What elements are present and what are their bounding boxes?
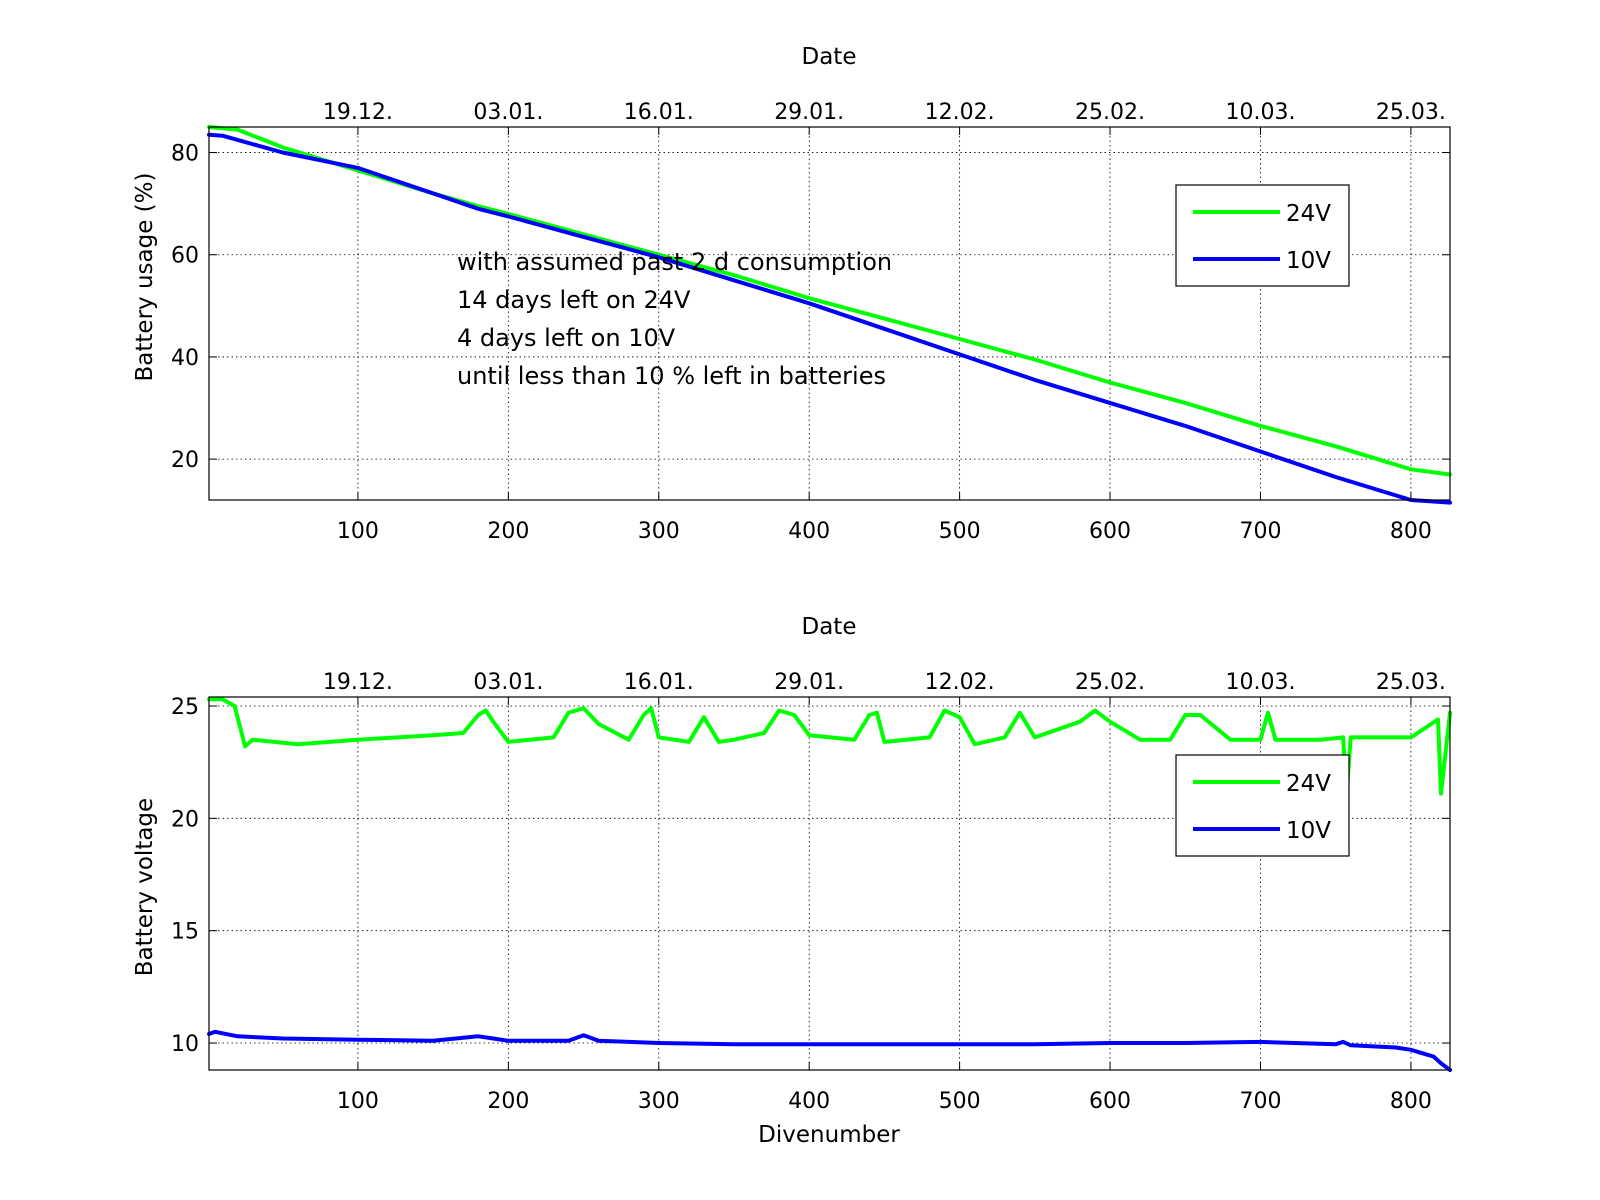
voltage-legend-label-10v: 10V <box>1286 818 1331 844</box>
usage-tick-labels: 100 19.12. 200 03.01. 300 16.01. 400 29.01. 500 1… <box>171 100 1446 544</box>
voltage-y-axis-title: Battery voltage <box>132 798 158 976</box>
usage-annotation: with assumed past 2 d consumption 14 day… <box>457 248 892 390</box>
annotation-line-2: 14 days left on 24V <box>457 286 691 314</box>
voltage-x-tick-label: 100 <box>337 1089 379 1114</box>
voltage-ticks <box>209 697 1450 1070</box>
usage-x-tick-label: 500 <box>939 519 981 544</box>
voltage-top-axis-title: Date <box>802 614 857 640</box>
usage-x-tick-label: 400 <box>788 519 830 544</box>
voltage-tick-labels: 100 19.12. 200 03.01. 300 16.01. 400 29.01. 500 1… <box>171 670 1446 1114</box>
usage-x-tick-label: 200 <box>487 519 529 544</box>
voltage-legend-box <box>1175 754 1350 857</box>
usage-y-tick-label: 20 <box>171 448 199 473</box>
usage-date-tick-label: 29.01. <box>774 100 844 125</box>
usage-top-axis-title: Date <box>802 44 857 70</box>
voltage-series-line-24v <box>207 697 1452 803</box>
usage-legend-box <box>1175 184 1350 287</box>
voltage-grid <box>209 697 1450 1070</box>
voltage-x-tick-label: 800 <box>1390 1089 1432 1114</box>
annotation-line-4: until less than 10 % left in batteries <box>457 362 886 390</box>
voltage-date-tick-label: 03.01. <box>473 670 543 695</box>
voltage-date-tick-label: 19.12. <box>323 670 393 695</box>
usage-plot-frame <box>208 126 1451 501</box>
usage-x-tick-label: 700 <box>1239 519 1281 544</box>
voltage-x-tick-label: 600 <box>1089 1089 1131 1114</box>
usage-date-tick-label: 10.03. <box>1225 100 1295 125</box>
usage-y-tick-label: 80 <box>171 142 199 167</box>
annotation-line-3: 4 days left on 10V <box>457 324 676 352</box>
voltage-x-tick-label: 400 <box>788 1089 830 1114</box>
usage-x-tick-label: 100 <box>337 519 379 544</box>
voltage-date-tick-label: 10.03. <box>1225 670 1295 695</box>
voltage-date-tick-label: 16.01. <box>624 670 694 695</box>
battery-voltage-panel: 100 19.12. 200 03.01. 300 16.01. 400 29.01. 500 1… <box>132 614 1452 1148</box>
voltage-series-line-10v <box>207 1029 1452 1072</box>
usage-series-group <box>207 125 1452 505</box>
usage-date-tick-label: 25.02. <box>1075 100 1145 125</box>
voltage-x-tick-label: 700 <box>1239 1089 1281 1114</box>
usage-x-tick-label: 800 <box>1390 519 1432 544</box>
usage-y-axis-title: Battery usage (%) <box>132 173 158 382</box>
voltage-date-tick-label: 29.01. <box>774 670 844 695</box>
annotation-line-1: with assumed past 2 d consumption <box>457 248 892 276</box>
voltage-y-tick-label: 20 <box>171 807 199 832</box>
usage-legend: 24V 10V <box>1175 184 1350 287</box>
voltage-x-tick-label: 300 <box>638 1089 680 1114</box>
usage-date-tick-label: 25.03. <box>1376 100 1446 125</box>
usage-y-tick-label: 40 <box>171 346 199 371</box>
usage-legend-label-24v: 24V <box>1286 201 1331 227</box>
voltage-x-tick-label: 500 <box>939 1089 981 1114</box>
battery-usage-panel: 100 19.12. 200 03.01. 300 16.01. 400 29.01. 500 1… <box>132 44 1452 544</box>
voltage-x-tick-label: 200 <box>487 1089 529 1114</box>
voltage-legend: 24V 10V <box>1175 754 1350 857</box>
usage-date-tick-label: 16.01. <box>624 100 694 125</box>
voltage-y-tick-label: 10 <box>171 1032 199 1057</box>
usage-grid <box>209 127 1450 500</box>
usage-legend-label-10v: 10V <box>1286 248 1331 274</box>
usage-date-tick-label: 19.12. <box>323 100 393 125</box>
usage-x-tick-label: 600 <box>1089 519 1131 544</box>
voltage-date-tick-label: 25.02. <box>1075 670 1145 695</box>
voltage-date-tick-label: 12.02. <box>925 670 995 695</box>
voltage-series-group <box>207 697 1452 1072</box>
voltage-plot-frame <box>208 696 1451 1071</box>
usage-date-tick-label: 12.02. <box>925 100 995 125</box>
voltage-x-axis-title: Divenumber <box>758 1122 900 1148</box>
voltage-date-tick-label: 25.03. <box>1376 670 1446 695</box>
voltage-y-tick-label: 25 <box>171 695 199 720</box>
usage-date-tick-label: 03.01. <box>473 100 543 125</box>
usage-ticks <box>209 127 1450 500</box>
usage-series-line-10v <box>207 132 1452 505</box>
usage-x-tick-label: 300 <box>638 519 680 544</box>
voltage-y-tick-label: 15 <box>171 920 199 945</box>
voltage-legend-label-24v: 24V <box>1286 771 1331 797</box>
usage-y-tick-label: 60 <box>171 244 199 269</box>
